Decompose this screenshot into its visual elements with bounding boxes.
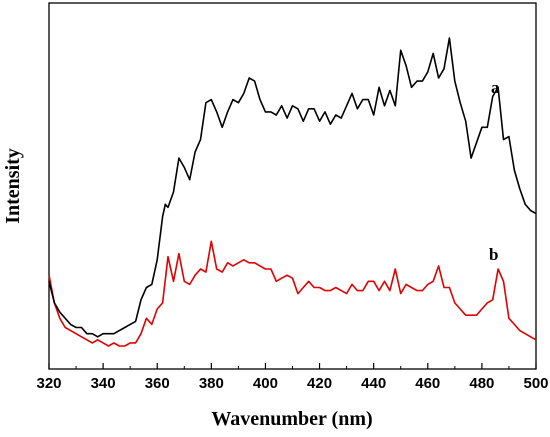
plot-frame (48, 2, 537, 370)
series-labels: ab (489, 78, 500, 264)
x-tick-label: 380 (199, 375, 224, 392)
series-label-a: a (491, 78, 500, 97)
x-tick-label: 440 (361, 375, 386, 392)
series-line-a (48, 37, 537, 338)
x-tick-label: 420 (307, 375, 332, 392)
x-tick-label: 340 (91, 375, 116, 392)
x-axis-label: Wavenumber (nm) (211, 408, 372, 430)
series-layer (48, 37, 537, 347)
x-tick-label: 500 (523, 375, 548, 392)
x-tick-label: 480 (469, 375, 494, 392)
series-label-b: b (489, 245, 498, 264)
x-axis-tick-labels: 320 340 360 380 400 420 440 460 480 500 (36, 375, 548, 392)
y-axis-label: Intensity (2, 148, 24, 224)
series-line-b (48, 240, 537, 347)
x-axis-ticks (48, 363, 537, 369)
x-tick-label: 460 (415, 375, 440, 392)
x-tick-label: 320 (36, 375, 61, 392)
x-tick-label: 400 (253, 375, 278, 392)
x-tick-label: 360 (145, 375, 170, 392)
